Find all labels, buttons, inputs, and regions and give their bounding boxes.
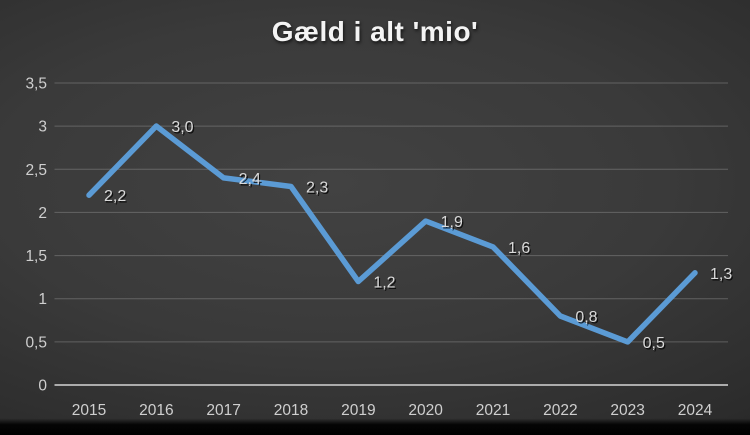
data-label-shadow: 1,6 xyxy=(509,241,531,258)
data-label-shadow: 1,2 xyxy=(375,276,397,293)
data-label: 1,9 xyxy=(441,214,463,231)
x-axis-tick-label: 2015 xyxy=(72,402,106,419)
data-label-shadow: 3,0 xyxy=(173,121,195,138)
y-axis-tick-label: 0,5 xyxy=(25,334,47,351)
data-label: 2,4 xyxy=(239,171,261,188)
data-label: 2,2 xyxy=(104,188,126,205)
data-label: 3,0 xyxy=(171,119,193,136)
data-label-shadow: 2,2 xyxy=(105,190,127,207)
debt-line-series xyxy=(86,123,698,345)
data-label-shadow: 0,8 xyxy=(577,310,599,327)
data-label: 1,6 xyxy=(508,240,530,257)
data-label: 1,2 xyxy=(373,274,395,291)
data-label-shadow: 2,4 xyxy=(240,172,262,189)
data-label-shadow: 2,3 xyxy=(307,181,329,198)
data-label: 2,3 xyxy=(306,180,328,197)
data-label: 0,5 xyxy=(643,335,665,352)
x-axis-tick-label: 2016 xyxy=(139,402,173,419)
data-label-shadow: 1,3 xyxy=(711,267,733,284)
y-axis-tick-label: 2 xyxy=(38,205,47,222)
y-axis-tick-label: 1,5 xyxy=(25,248,47,265)
x-axis-tick-label: 2020 xyxy=(408,402,443,419)
data-label: 1,3 xyxy=(710,266,732,283)
x-axis-tick-label: 2018 xyxy=(274,402,308,419)
y-axis-tick-label: 3,5 xyxy=(25,76,47,93)
y-axis-tick-label: 0 xyxy=(38,378,47,395)
chart-title: Gæld i alt 'mio' xyxy=(271,16,479,47)
y-axis-tick-label: 1 xyxy=(38,291,47,308)
data-label-shadow: 0,5 xyxy=(644,336,666,353)
y-axis-tick-label: 2,5 xyxy=(25,162,47,179)
x-axis-tick-label: 2021 xyxy=(476,402,510,419)
data-label-shadow: 1,9 xyxy=(442,216,464,233)
x-axis-tick-label: 2017 xyxy=(206,402,240,419)
x-axis-tick-label: 2023 xyxy=(610,402,644,419)
y-axis-tick-label: 3 xyxy=(38,119,47,136)
x-axis-tick-label: 2022 xyxy=(543,402,577,419)
x-axis-tick-label: 2019 xyxy=(341,402,375,419)
data-label: 0,8 xyxy=(575,309,597,326)
x-axis-tick-label: 2024 xyxy=(678,402,713,419)
